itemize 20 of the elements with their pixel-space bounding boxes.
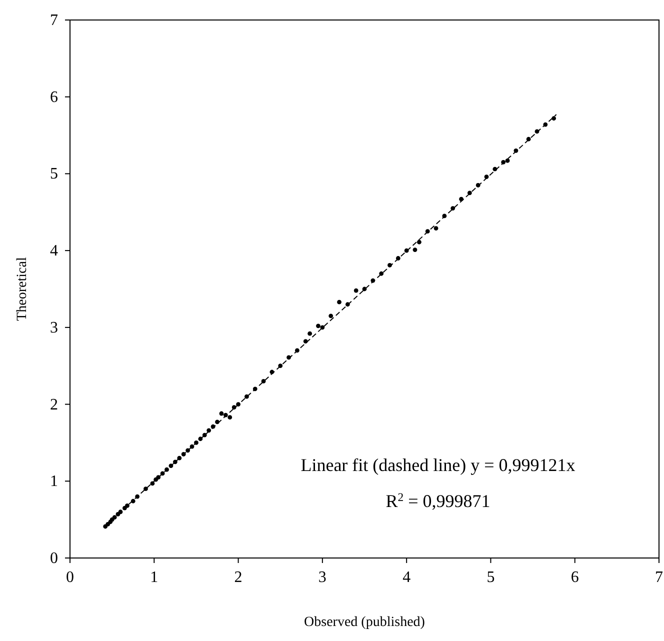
x-tick-label: 6: [570, 569, 579, 586]
x-tick-label: 3: [318, 569, 326, 586]
x-tick-label: 5: [486, 569, 495, 586]
y-tick-label: 4: [50, 242, 58, 260]
y-tick-label: 1: [50, 473, 58, 490]
x-tick-label: 0: [66, 569, 74, 586]
y-tick-label: 3: [50, 319, 58, 336]
x-tick-label: 2: [234, 569, 242, 586]
y-tick-label: 0: [50, 550, 58, 567]
annotation: R$^{2}$ = 0,999871: [386, 490, 490, 511]
x-tick-label: 1: [150, 569, 158, 586]
y-tick-label: 6: [50, 88, 58, 106]
y-tick-label: 2: [50, 396, 58, 414]
x-tick-label: 7: [655, 569, 663, 586]
y-tick-label: 7: [50, 12, 58, 29]
x-tick-label: 4: [402, 569, 411, 586]
x-axis-title: Observed (published): [304, 615, 426, 630]
annotation: Linear fit (dashed line) y = 0,999121x: [300, 455, 576, 475]
y-axis-title: Theoretical: [15, 257, 30, 321]
y-tick-label: 5: [50, 166, 58, 183]
